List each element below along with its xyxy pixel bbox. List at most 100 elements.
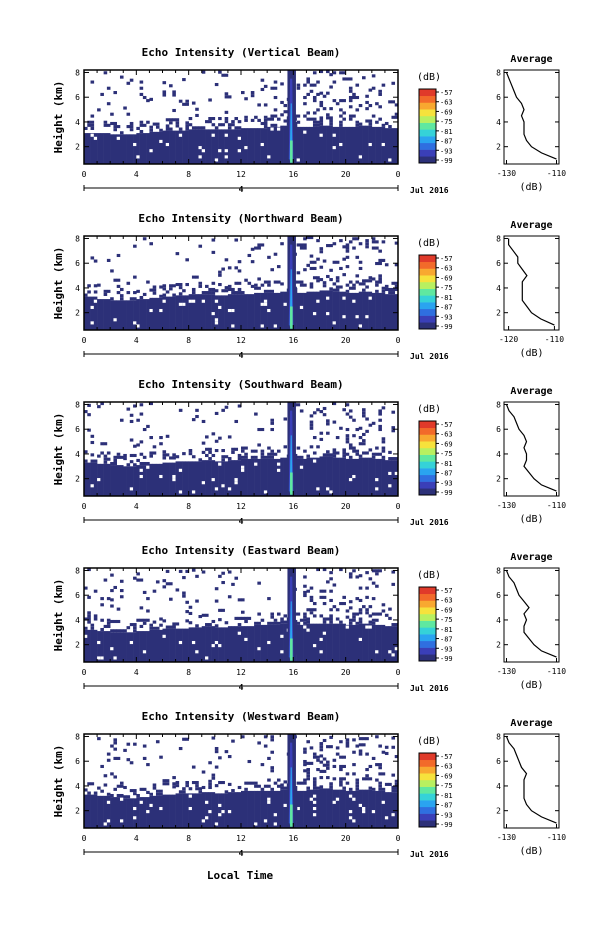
echo-cell	[129, 761, 134, 765]
echo-cell	[335, 451, 340, 455]
echo-cell	[87, 120, 91, 124]
x-tick-label: 12	[236, 668, 246, 677]
echo-cell	[355, 427, 360, 432]
echo-cell	[339, 99, 343, 103]
echo-gap	[257, 647, 261, 651]
echo-cell	[136, 299, 140, 330]
echo-cell	[339, 620, 343, 624]
echo-gap	[332, 146, 337, 150]
echo-cell	[388, 128, 392, 164]
echo-cell	[365, 789, 369, 828]
echo-cell	[319, 104, 324, 108]
profile-line	[505, 736, 557, 824]
echo-gap	[260, 302, 265, 306]
echo-cell	[182, 102, 186, 106]
echo-cell	[267, 778, 271, 782]
colorbar-swatch	[419, 620, 436, 628]
echo-cell	[319, 410, 324, 414]
echo-cell	[231, 291, 235, 295]
echo-cell	[165, 130, 170, 164]
echo-cell	[155, 297, 160, 330]
echo-cell	[126, 798, 131, 828]
echo-cell	[162, 579, 167, 583]
echo-cell	[165, 782, 170, 786]
colorbar-swatch	[419, 800, 436, 808]
echo-cell	[136, 631, 140, 662]
echo-gap	[139, 800, 144, 804]
x-tick-label: 4	[134, 834, 139, 843]
echo-cell	[263, 735, 268, 739]
echo-cell	[378, 424, 382, 428]
echo-cell	[316, 755, 320, 759]
echo-cell	[381, 83, 386, 87]
echo-gap	[211, 133, 216, 137]
echo-cell	[339, 740, 343, 744]
echo-cell	[97, 795, 101, 828]
echo-cell	[375, 292, 379, 330]
x-tick-label: 16	[289, 502, 299, 511]
echo-cell	[352, 790, 356, 828]
echo-cell	[329, 125, 333, 164]
echo-cell	[224, 289, 229, 293]
echo-cell	[254, 286, 258, 290]
echo-cell	[267, 621, 271, 625]
echo-cell	[231, 129, 235, 164]
echo-cell	[142, 427, 147, 432]
echo-gap	[391, 813, 396, 817]
echo-cell	[185, 793, 189, 828]
echo-cell	[296, 243, 301, 247]
echo-cell	[106, 621, 111, 625]
echo-cell	[142, 299, 147, 330]
echo-cell	[227, 284, 232, 288]
colorbar-swatch	[419, 454, 436, 462]
echo-gap	[211, 312, 216, 316]
echo-cell	[391, 281, 396, 285]
echo-cell	[185, 600, 189, 604]
echo-cell	[116, 793, 121, 798]
echo-cell	[326, 91, 330, 95]
echo-cell	[332, 583, 337, 587]
colorbar-swatch	[419, 773, 436, 781]
echo-gap	[146, 810, 150, 814]
colorbar-swatch	[419, 149, 436, 157]
echo-cell	[329, 244, 333, 248]
y-tick-label: 6	[75, 591, 80, 600]
echo-cell	[263, 84, 268, 88]
echo-cell	[303, 790, 307, 828]
echo-cell	[391, 426, 396, 430]
echo-cell	[254, 283, 258, 287]
echo-cell	[329, 290, 333, 330]
echo-cell	[84, 629, 88, 662]
echo-cell	[182, 130, 186, 164]
colorbar-tick-label: -87	[440, 802, 453, 810]
echo-cell	[267, 289, 271, 293]
echo-cell	[270, 766, 275, 770]
echo-cell	[348, 99, 353, 103]
echo-cell	[322, 456, 327, 496]
echo-cell	[139, 403, 144, 407]
echo-cell	[312, 117, 317, 121]
echo-cell	[237, 126, 242, 130]
heatmap	[84, 734, 399, 828]
echo-cell	[97, 283, 101, 287]
echo-cell	[100, 597, 104, 601]
echo-cell	[332, 457, 337, 496]
echo-cell	[306, 768, 310, 772]
echo-cell	[257, 581, 261, 585]
echo-cell	[365, 291, 369, 330]
echo-cell	[391, 785, 396, 790]
echo-cell	[149, 795, 153, 828]
echo-cell	[103, 289, 108, 293]
echo-cell	[169, 597, 173, 601]
profile-x-tick-label: -110	[547, 667, 566, 676]
echo-cell	[142, 621, 147, 625]
echo-cell	[159, 789, 163, 793]
echo-cell	[316, 123, 320, 127]
echo-cell	[365, 451, 369, 455]
echo-cell	[90, 123, 95, 127]
echo-cell	[103, 442, 108, 446]
echo-cell	[93, 794, 98, 828]
y-tick-label: 6	[75, 93, 80, 102]
echo-cell	[270, 624, 275, 662]
echo-cell	[309, 285, 314, 289]
